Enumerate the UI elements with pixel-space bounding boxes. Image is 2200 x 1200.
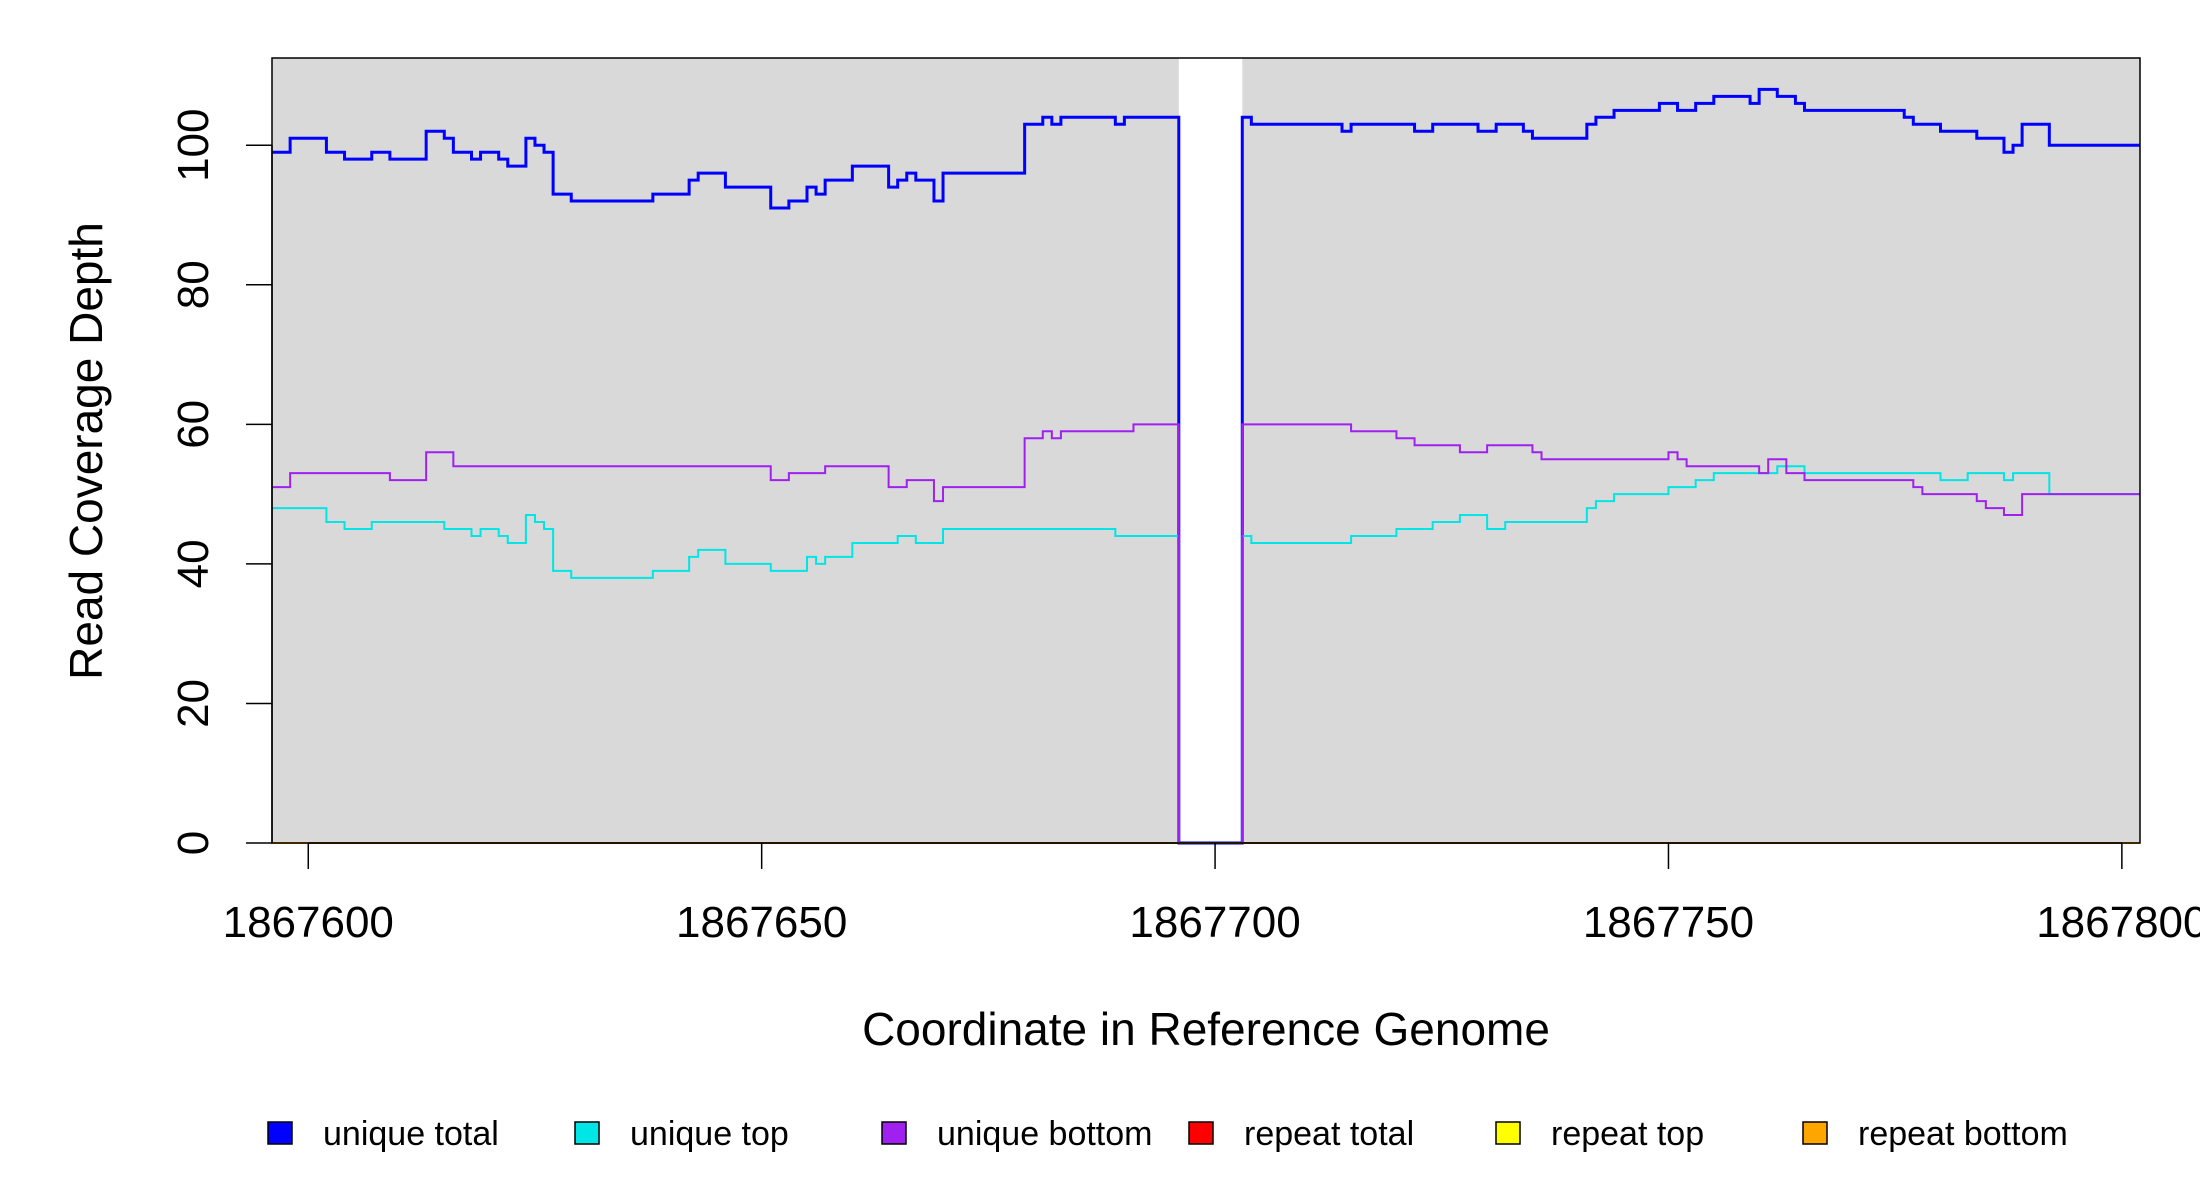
x-tick-label: 1867750 [1583,898,1754,947]
legend-item-unique-top: unique top [574,1115,789,1153]
legend-swatch [1188,1121,1214,1145]
legend-item-unique-total: unique total [267,1115,499,1153]
no-coverage-gap [1178,58,1243,843]
y-tick-label: 0 [169,831,218,855]
legend-item-unique-bottom: unique bottom [881,1115,1153,1153]
axes-layer: 1867600 1867650 1867700 1867750 1867800 0 20 40… [169,57,2200,947]
legend-label: unique bottom [937,1115,1153,1153]
legend-label: unique total [323,1115,499,1153]
x-tick-label: 1867600 [223,898,394,947]
x-tick-label: 1867700 [1129,898,1300,947]
y-axis-title: Read Coverage Depth [60,222,112,680]
legend-swatch [574,1121,600,1145]
x-tick-label: 1867800 [2036,898,2200,947]
plot-area [272,58,2140,843]
series-line-unique-total [272,87,2140,845]
y-tick-label: 100 [169,109,218,182]
legend-label: unique top [630,1115,789,1153]
y-tick-label: 80 [169,260,218,309]
legend-swatch [1802,1121,1828,1145]
legend-swatch [1495,1121,1521,1145]
legend-label: repeat top [1551,1115,1704,1153]
legend-item-repeat-bottom: repeat bottom [1802,1115,2068,1153]
y-tick-label: 60 [169,400,218,449]
legend-swatch [881,1121,907,1145]
legend-item-repeat-total: repeat total [1188,1115,1414,1153]
legend-label: repeat bottom [1858,1115,2068,1153]
x-axis-title: Coordinate in Reference Genome [862,1003,1550,1055]
series-line-unique-top [272,465,2140,844]
series-line-unique-bottom [272,423,2140,844]
y-tick-label: 40 [169,539,218,588]
legend: unique total unique top unique bottom repea… [267,1115,2068,1153]
legend-label: repeat total [1244,1115,1414,1153]
legend-swatch [267,1121,293,1145]
y-tick-label: 20 [169,679,218,728]
legend-item-repeat-top: repeat top [1495,1115,1704,1153]
x-tick-label: 1867650 [676,898,847,947]
